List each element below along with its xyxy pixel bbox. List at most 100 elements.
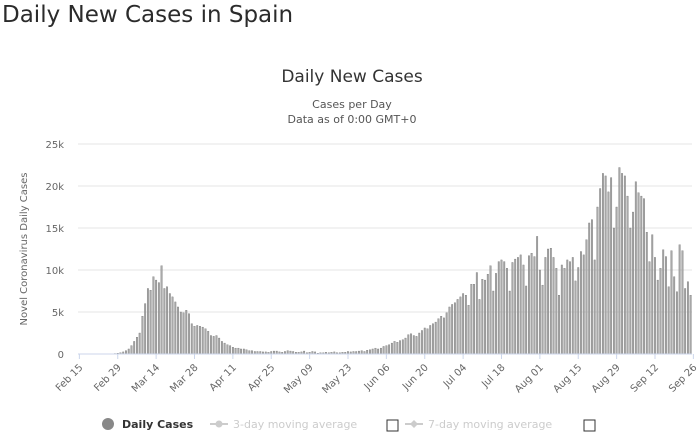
bar: [610, 177, 613, 355]
bar: [199, 326, 201, 355]
bar: [536, 236, 539, 355]
bar: [130, 345, 133, 355]
bar: [229, 345, 232, 355]
bar: [382, 346, 385, 355]
bar: [596, 206, 599, 355]
bar: [360, 350, 363, 355]
bar: [533, 256, 536, 355]
bar: [166, 286, 168, 355]
bar: [157, 282, 160, 355]
bar: [525, 285, 528, 355]
bar: [599, 188, 602, 355]
bar: [689, 295, 692, 355]
bar: [462, 293, 465, 355]
bar: [193, 326, 196, 355]
bar: [571, 257, 574, 355]
bar: [648, 261, 651, 355]
bar: [686, 281, 689, 355]
bar: [618, 167, 621, 355]
bar: [218, 337, 221, 355]
bar: [588, 222, 591, 355]
bar: [615, 206, 618, 355]
x-tick-label: Mar 14: [130, 362, 162, 394]
bar: [552, 257, 555, 355]
bar: [585, 239, 588, 355]
bar: [174, 301, 177, 355]
legend-marker-7day[interactable]: [410, 420, 418, 428]
bar: [201, 326, 204, 355]
bar: [125, 350, 127, 355]
bar: [626, 195, 629, 355]
bar: [220, 341, 223, 355]
bar: [582, 254, 585, 355]
bar: [415, 336, 418, 355]
bar: [665, 256, 667, 355]
legend-item-daily-cases[interactable]: Daily Cases: [122, 418, 194, 431]
legend-marker-3day[interactable]: [215, 420, 223, 428]
bar: [467, 305, 470, 355]
bar: [374, 347, 377, 355]
bar: [242, 348, 245, 355]
bar: [506, 268, 508, 355]
bar: [418, 332, 421, 355]
bar: [440, 316, 443, 355]
bar: [188, 313, 190, 355]
bar: [662, 249, 665, 355]
y-tick-label: 15k: [45, 224, 64, 235]
bar: [464, 295, 467, 355]
bar: [549, 248, 552, 355]
bar: [528, 255, 530, 355]
bar: [541, 284, 544, 355]
bar: [475, 272, 478, 355]
bar: [591, 219, 593, 355]
bar: [451, 304, 454, 355]
bar: [223, 342, 226, 355]
bar: [168, 293, 171, 355]
bar: [676, 291, 678, 355]
bar: [637, 192, 640, 355]
x-tick-label: Jun 06: [362, 362, 393, 393]
bar: [566, 259, 569, 355]
bar: [185, 310, 188, 355]
bar: [237, 347, 240, 355]
bar: [248, 350, 251, 355]
bar: [563, 268, 566, 355]
bar: [182, 312, 185, 355]
bar: [478, 299, 481, 355]
bar: [522, 264, 525, 355]
checkbox-3day-average[interactable]: [386, 419, 399, 432]
bar: [421, 330, 423, 355]
bar: [602, 173, 604, 355]
page-title: Daily New Cases in Spain: [2, 2, 294, 28]
bar: [155, 279, 158, 355]
legend-item-3day-average[interactable]: 3-day moving average: [233, 418, 357, 431]
bar: [215, 335, 218, 355]
bar: [593, 259, 596, 355]
checkbox-7day-average[interactable]: [583, 419, 596, 432]
bar: [634, 181, 637, 355]
bar: [163, 288, 166, 355]
bar: [377, 348, 380, 355]
bar: [226, 344, 229, 355]
bar: [234, 347, 237, 355]
bar: [659, 268, 662, 355]
legend-item-7day-average[interactable]: 7-day moving average: [428, 418, 552, 431]
bar: [604, 175, 607, 355]
bar: [434, 321, 437, 355]
bar: [404, 337, 407, 355]
bar: [448, 306, 451, 355]
bar: [401, 339, 404, 355]
y-tick-label: 25k: [45, 140, 64, 151]
bar: [138, 332, 141, 355]
x-tick-label: Jul 18: [479, 362, 507, 390]
legend-marker-daily-cases[interactable]: [102, 418, 114, 430]
bar: [445, 312, 448, 355]
bar: [538, 269, 541, 355]
x-tick-label: Feb 29: [92, 362, 124, 394]
bar: [486, 274, 489, 355]
bar: [393, 341, 396, 355]
bar: [210, 335, 212, 355]
bar: [459, 296, 462, 355]
bar: [146, 288, 149, 355]
